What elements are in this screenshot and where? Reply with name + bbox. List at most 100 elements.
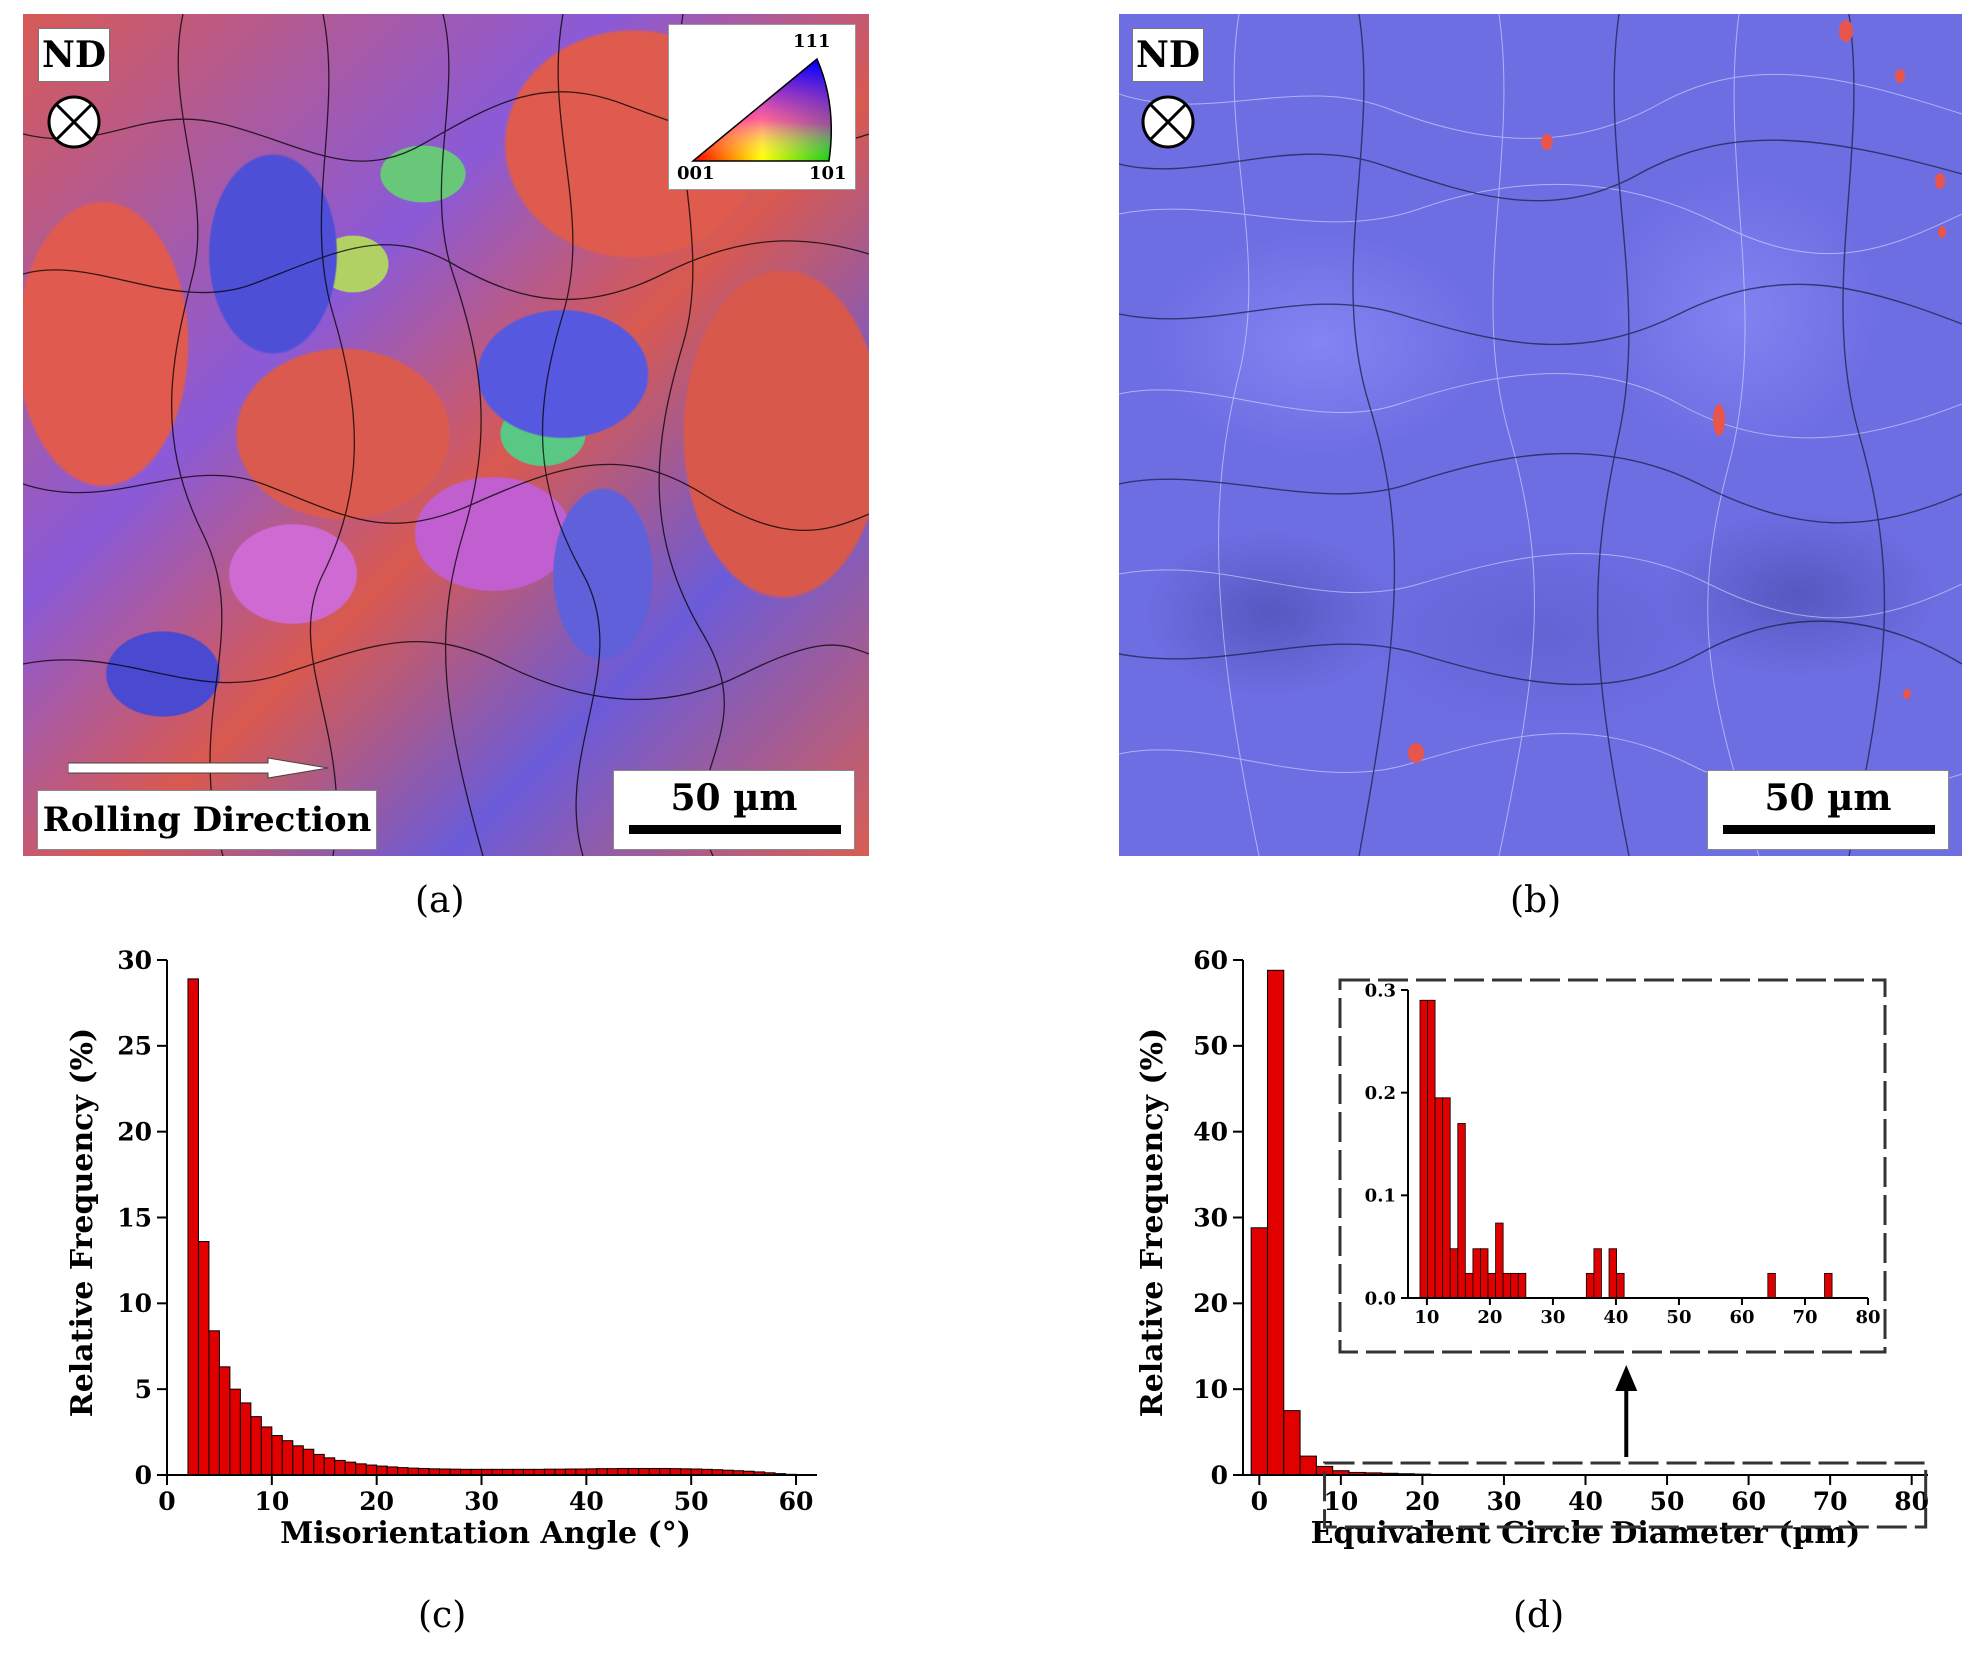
y-tick-label: 20 [1193, 1289, 1228, 1318]
bar [292, 1445, 304, 1476]
x-tick-label: 10 [254, 1487, 289, 1516]
bar [344, 1461, 357, 1476]
x-tick-label: 60 [1731, 1487, 1766, 1516]
bar [376, 1465, 388, 1476]
bar [1824, 1272, 1833, 1299]
bar [1427, 999, 1436, 1299]
ipf-color-key: 111 001 101 [668, 24, 856, 190]
x-tick-label: 50 [674, 1487, 709, 1516]
bar [1495, 1222, 1504, 1299]
bar [1502, 1272, 1512, 1299]
bar [1283, 1410, 1301, 1476]
y-tick-label: 50 [1193, 1032, 1228, 1061]
panel-c-caption: (c) [418, 1595, 467, 1636]
bar [1299, 1455, 1317, 1476]
x-tick-label: 70 [1813, 1487, 1848, 1516]
highlight-region-box [1323, 1461, 1928, 1529]
bar [250, 1416, 262, 1476]
y-tick-label: 5 [135, 1375, 152, 1404]
panel-d-caption: (d) [1513, 1595, 1565, 1636]
bar [1266, 969, 1285, 1476]
y-tick-label: 25 [117, 1032, 152, 1061]
bar [323, 1457, 336, 1476]
x-tick-label: 80 [1894, 1487, 1929, 1516]
y-tick-label: 10 [1193, 1375, 1228, 1404]
grain-boundary-overlay [23, 14, 869, 856]
x-tick-label: 20 [1477, 1307, 1502, 1328]
bar [187, 978, 199, 1476]
bar [365, 1464, 378, 1476]
bar [1616, 1272, 1625, 1299]
x-tick-label: 30 [1487, 1487, 1522, 1516]
bar [208, 1330, 220, 1476]
bar [218, 1366, 231, 1476]
panel-a-caption: (a) [415, 880, 465, 921]
scale-bar-b-label: 50 µm [1764, 777, 1892, 819]
bar [281, 1440, 294, 1476]
bar [1472, 1248, 1481, 1299]
scale-bar-a: 50 µm [613, 770, 855, 850]
y-axis-label: Relative Frequency (%) [1135, 1028, 1170, 1417]
y-tick-label: 0.0 [1365, 1288, 1396, 1309]
nd-label-b: ND [1132, 28, 1204, 82]
x-tick-label: 40 [1603, 1307, 1628, 1328]
bar [1434, 1097, 1444, 1299]
bar [1767, 1272, 1776, 1299]
y-tick-label: 15 [117, 1203, 152, 1232]
x-tick-label: 30 [1540, 1307, 1565, 1328]
y-tick-label: 10 [117, 1289, 152, 1318]
bar [1449, 1248, 1459, 1299]
scale-bar-a-label: 50 µm [670, 777, 798, 819]
bar [271, 1435, 283, 1476]
nd-label: ND [38, 28, 110, 82]
rolling-direction-label: Rolling Direction [37, 790, 377, 850]
chart-ecd: 0 10 20 30 40 50 60 0 10 20 30 40 50 60 70 80 Equivalent… [1135, 946, 1929, 1551]
bar [260, 1426, 273, 1476]
bar [1585, 1272, 1595, 1299]
ipf-key-101-label: 101 [809, 163, 847, 184]
bar [355, 1463, 367, 1476]
bar [302, 1448, 315, 1476]
chart-misorientation: 0 5 10 15 20 25 30 0 10 20 30 40 50 60 Misorientation … [65, 946, 817, 1551]
bar [1250, 1227, 1268, 1476]
bar [1457, 1123, 1466, 1299]
inset-chart: 0.0 0.1 0.2 0.3 10 20 30 40 50 60 70 80 [1365, 980, 1881, 1328]
x-tick-label: 40 [569, 1487, 604, 1516]
bar [229, 1388, 241, 1476]
x-tick-label: 20 [1405, 1487, 1440, 1516]
x-tick-label: 0 [158, 1487, 175, 1516]
bar [1608, 1248, 1617, 1299]
scale-bar-a-line [629, 825, 841, 834]
x-tick-label: 60 [779, 1487, 814, 1516]
bar [1442, 1097, 1451, 1299]
rolling-direction-arrow-icon [68, 757, 329, 779]
y-tick-label: 0 [135, 1461, 152, 1490]
bar [1480, 1248, 1489, 1299]
bar [1510, 1272, 1519, 1299]
bar [313, 1453, 325, 1476]
bar [386, 1466, 399, 1476]
ipf-key-111-label: 111 [793, 31, 831, 52]
x-tick-label: 10 [1323, 1487, 1358, 1516]
x-tick-label: 30 [464, 1487, 499, 1516]
bar [407, 1467, 420, 1476]
y-tick-label: 40 [1193, 1117, 1228, 1146]
bar [397, 1467, 409, 1476]
bar [197, 1241, 210, 1476]
y-tick-label: 0 [1211, 1461, 1228, 1490]
bar [1593, 1248, 1602, 1299]
bar [1487, 1272, 1496, 1299]
y-tick-label: 30 [117, 946, 152, 975]
x-tick-label: 80 [1855, 1307, 1880, 1328]
x-tick-label: 10 [1414, 1307, 1439, 1328]
ipf-key-001-label: 001 [677, 163, 715, 184]
x-tick-label: 50 [1650, 1487, 1685, 1516]
scale-bar-b-line [1723, 825, 1935, 834]
bar [1464, 1272, 1474, 1299]
scale-bar-b: 50 µm [1707, 770, 1949, 850]
x-tick-label: 40 [1568, 1487, 1603, 1516]
y-tick-label: 0.1 [1365, 1186, 1396, 1207]
x-tick-label: 70 [1792, 1307, 1817, 1328]
inset-arrow-head-icon [1615, 1365, 1638, 1391]
y-tick-label: 60 [1193, 946, 1228, 975]
